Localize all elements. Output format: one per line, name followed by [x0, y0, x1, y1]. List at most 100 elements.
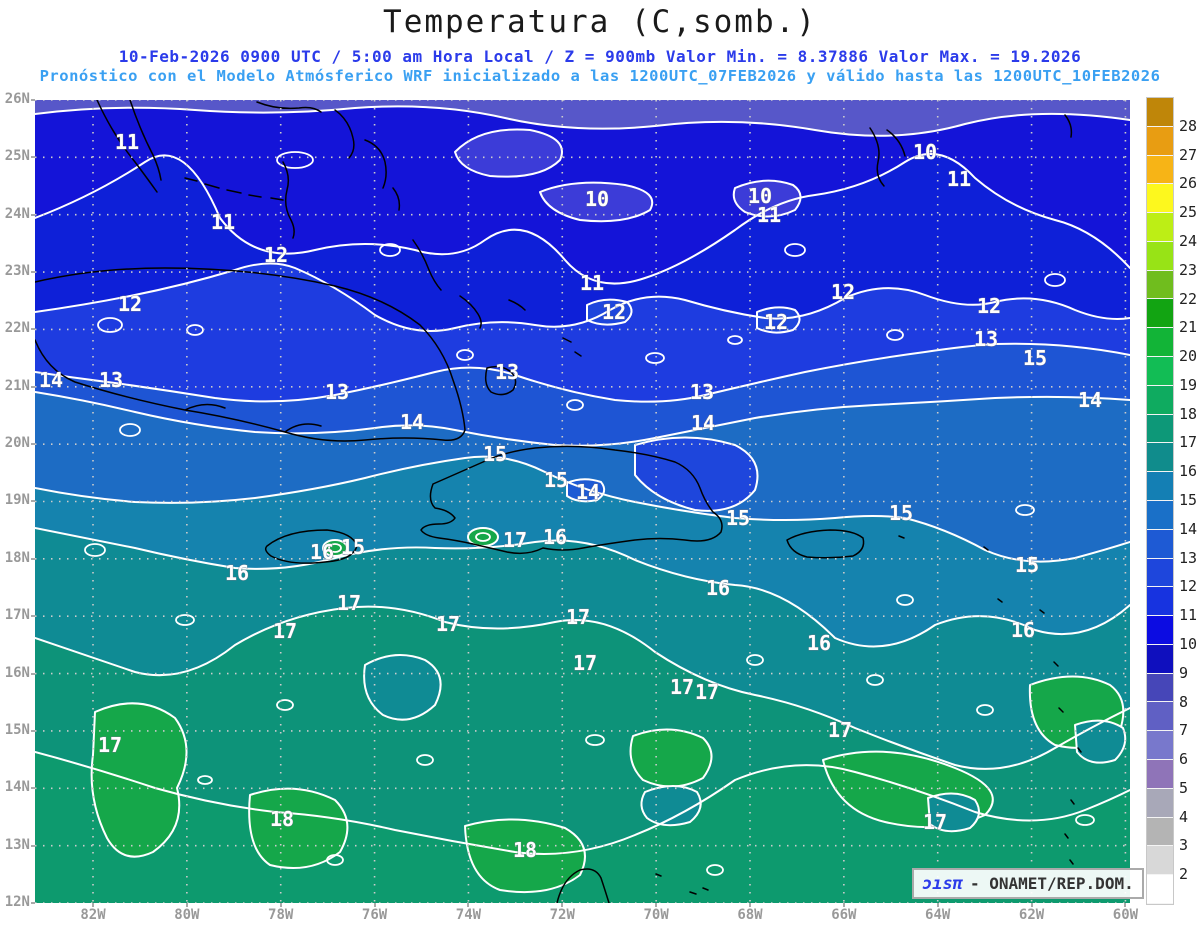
- lat-tick: [31, 672, 35, 675]
- lat-tick: [31, 443, 35, 446]
- colorbar: [1146, 97, 1174, 905]
- lat-tick: [31, 787, 35, 790]
- lat-label: 18N: [4, 549, 30, 566]
- colorbar-swatch: [1147, 241, 1173, 271]
- coast-hispaniola: [420, 445, 723, 555]
- colorbar-swatch: [1147, 587, 1173, 617]
- lat-tick: [31, 385, 35, 388]
- contour-label: 13: [495, 360, 519, 384]
- contour-label: 17: [503, 528, 527, 552]
- contour-label: 12: [602, 300, 626, 324]
- lat-label: 19N: [4, 492, 30, 509]
- colorbar-swatch: [1147, 126, 1173, 156]
- lon-tick: [842, 903, 845, 907]
- colorbar-label: 12: [1179, 577, 1198, 596]
- watermark: ɔısπ - ONAMET/REP.DOM.: [912, 868, 1144, 899]
- colorbar-label: 15: [1179, 491, 1198, 509]
- colorbar-swatch: [1147, 385, 1173, 415]
- lat-tick: [31, 271, 35, 274]
- lon-label: 60W: [1112, 907, 1139, 923]
- contour-label: 15: [483, 442, 507, 466]
- contour-label: 17: [828, 718, 852, 742]
- map-canvas: 11 10 10 11 10 11 11 11 12 12 12 12 12 12 13 13 14 13 13 13…: [34, 99, 1131, 904]
- lon-label: 78W: [268, 907, 294, 923]
- lat-label: 21N: [4, 377, 30, 394]
- colorbar-label: 2: [1179, 865, 1189, 884]
- lon-tick: [467, 903, 470, 907]
- contour-label: 14: [400, 410, 424, 434]
- coast-florida: [96, 99, 162, 193]
- lon-tick: [561, 903, 564, 907]
- contour-label: 16: [706, 576, 730, 600]
- coast-jamaica: [264, 529, 358, 564]
- colorbar-label: 16: [1179, 462, 1198, 481]
- colorbar-swatch: [1147, 673, 1173, 703]
- contour-label: 17: [923, 810, 947, 834]
- contour-label: 11: [757, 203, 781, 227]
- contour-label: 11: [115, 130, 139, 154]
- lon-tick: [655, 903, 658, 907]
- lon-tick: [279, 903, 282, 907]
- colorbar-label: 7: [1179, 721, 1189, 740]
- lat-tick: [31, 156, 35, 159]
- lon-tick: [185, 903, 188, 907]
- lon-tick: [373, 903, 376, 907]
- contour-label: 14: [691, 411, 715, 435]
- contour-label: 11: [580, 271, 604, 295]
- colorbar-swatch: [1147, 558, 1173, 588]
- contour-label: 17: [566, 605, 590, 629]
- contour-label: 15: [341, 535, 365, 559]
- contour-label: 17: [573, 651, 597, 675]
- colorbar-swatch: [1147, 357, 1173, 386]
- lon-tick: [92, 903, 94, 907]
- contour-label: 15: [726, 506, 750, 530]
- lon-label: 76W: [361, 907, 388, 923]
- contour-label: 16: [225, 561, 249, 585]
- lat-label: 17N: [4, 607, 30, 624]
- coast-keys: [184, 177, 284, 201]
- lat-tick: [31, 557, 35, 560]
- lon-tick: [1124, 903, 1127, 907]
- contour-label: 17: [98, 733, 122, 757]
- colorbar-swatch: [1147, 788, 1173, 818]
- contour-label: 15: [1023, 346, 1047, 370]
- lat-tick: [31, 99, 35, 101]
- colorbar-label: 8: [1179, 692, 1189, 711]
- contour-label: 18: [513, 838, 537, 862]
- contour-label: 10: [748, 184, 772, 208]
- contour-label: 13: [690, 380, 714, 404]
- lat-label: 13N: [4, 836, 30, 853]
- contour-label: 10: [913, 140, 937, 164]
- colorbar-swatch: [1147, 616, 1173, 645]
- colorbar-swatch: [1147, 299, 1173, 329]
- colorbar-label: 26: [1179, 174, 1198, 193]
- contour-label: 14: [1078, 388, 1102, 412]
- colorbar-label: 5: [1179, 778, 1189, 797]
- colorbar-swatch: [1147, 644, 1173, 674]
- coast-south-islands: [556, 868, 709, 904]
- contour-label: 12: [977, 294, 1001, 318]
- gridlines: [35, 99, 1130, 904]
- lat-label: 14N: [4, 779, 30, 796]
- lon-tick: [748, 903, 751, 907]
- lat-tick: [31, 500, 35, 503]
- colorbar-label: 25: [1179, 203, 1198, 222]
- page-title: Temperatura (C,somb.): [383, 4, 817, 40]
- lat-label: 15N: [4, 721, 30, 738]
- lat-tick: [31, 615, 35, 618]
- contour-label: 10: [585, 187, 609, 211]
- lat-tick: [31, 729, 35, 732]
- colorbar-label: 17: [1179, 433, 1198, 452]
- lon-tick: [936, 903, 939, 907]
- contour-label: 16: [1011, 618, 1035, 642]
- colorbar-swatch: [1147, 759, 1173, 789]
- contour-label: 11: [947, 167, 971, 191]
- lat-tick: [31, 328, 35, 331]
- contour-label: 13: [974, 327, 998, 351]
- contour-label: 16: [310, 540, 334, 564]
- colorbar-swatch: [1147, 155, 1173, 185]
- contour-label: 13: [325, 380, 349, 404]
- colorbar-swatch: [1147, 184, 1173, 214]
- lat-label: 22N: [4, 320, 30, 337]
- lon-label: 64W: [925, 907, 951, 923]
